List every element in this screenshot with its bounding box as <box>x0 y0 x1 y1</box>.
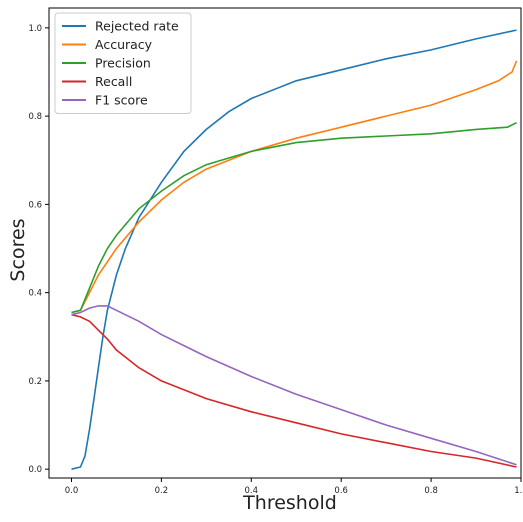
y-tick-label: 0.4 <box>28 289 42 299</box>
series-lines <box>71 29 518 470</box>
legend-label: F1 score <box>95 93 148 108</box>
y-tick-label: 1.0 <box>28 24 42 34</box>
y-tick-label: 0.6 <box>28 200 42 210</box>
legend: Rejected rate Accuracy Precision Recall F1 s… <box>54 12 192 114</box>
legend-label: Accuracy <box>95 37 153 52</box>
x-tick-label: 0.8 <box>424 486 438 496</box>
series-line-f1-score <box>71 305 517 466</box>
y-axis-ticks: 0.0 0.2 0.4 0.6 0.8 1.0 <box>28 24 49 475</box>
x-tick-label: 0.2 <box>155 486 169 496</box>
x-tick-label: 0.6 <box>334 486 348 496</box>
x-axis-ticks: 0.0 0.2 0.4 0.6 0.8 1.0 <box>65 478 523 496</box>
legend-box <box>54 12 192 114</box>
series-line-recall <box>71 313 517 468</box>
legend-label: Rejected rate <box>95 19 179 34</box>
series-line-accuracy <box>71 60 518 314</box>
plot-frame <box>48 7 522 479</box>
x-axis-label: Threshold <box>242 492 337 514</box>
y-tick-label: 0.8 <box>28 112 42 122</box>
y-tick-label: 0.0 <box>28 465 42 475</box>
y-tick-label: 0.2 <box>28 377 42 387</box>
series-line-precision <box>71 121 517 314</box>
x-tick-label: 0.0 <box>65 486 79 496</box>
legend-label: Precision <box>95 56 151 71</box>
x-tick-label: 0.4 <box>245 486 259 496</box>
legend-label: Recall <box>95 74 132 89</box>
y-axis-label: Scores <box>7 218 29 281</box>
x-tick-label: 1.0 <box>514 486 523 496</box>
